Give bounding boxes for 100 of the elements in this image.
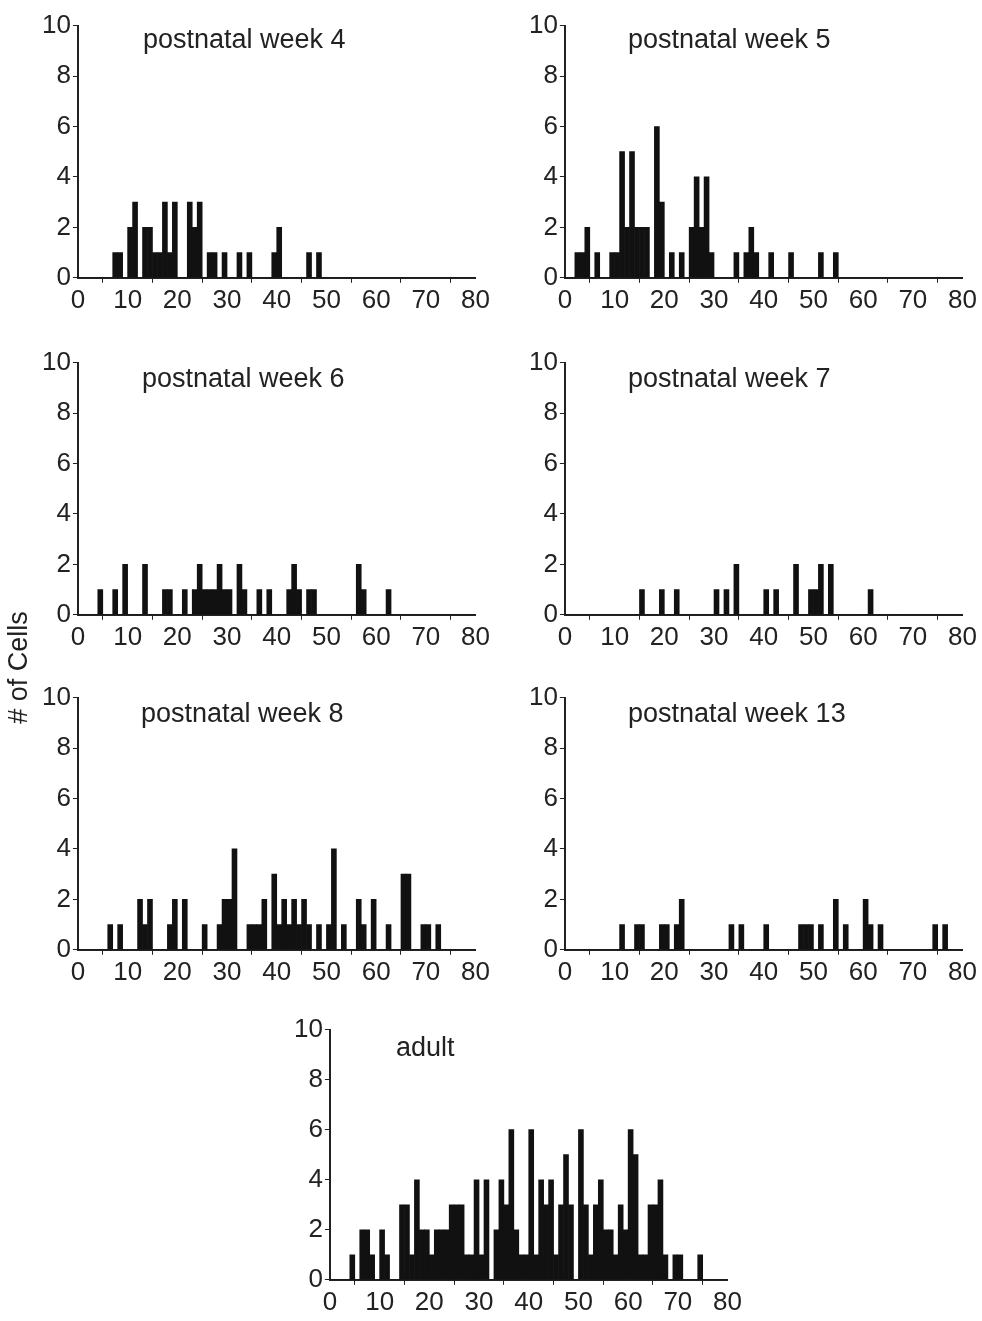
chart-title: postnatal week 7 — [628, 363, 831, 394]
y-tick-label: 0 — [56, 932, 71, 963]
x-tick-label: 20 — [649, 620, 679, 651]
x-tick-label: 50 — [798, 283, 828, 314]
y-tick-label: 8 — [543, 731, 558, 762]
x-tick-label: 70 — [411, 620, 441, 651]
y-tick-label: 8 — [308, 1062, 323, 1093]
x-tick-label: 70 — [663, 1285, 693, 1316]
y-tick-label: 2 — [308, 1212, 323, 1243]
x-tick-label: 80 — [948, 283, 977, 314]
x-tick-label: 80 — [461, 955, 490, 986]
y-tick-label: 6 — [543, 446, 558, 477]
x-tick-label: 30 — [699, 283, 729, 314]
y-tick-label: 8 — [543, 59, 558, 90]
x-tick-label: 10 — [113, 620, 143, 651]
x-tick-label: 70 — [898, 620, 928, 651]
y-tick-label: 0 — [543, 932, 558, 963]
y-tick-label: 4 — [543, 497, 558, 528]
x-tick-label: 50 — [798, 955, 828, 986]
y-tick-label: 8 — [56, 731, 71, 762]
y-tick-label: 4 — [56, 832, 71, 863]
y-tick-label: 0 — [308, 1262, 323, 1293]
x-tick-label: 10 — [600, 955, 630, 986]
y-tick-label: 0 — [56, 260, 71, 291]
y-axis-title: # of Cells — [2, 610, 34, 724]
y-tick-label: 6 — [56, 109, 71, 140]
x-tick-label: 20 — [162, 283, 192, 314]
y-tick-label: 6 — [308, 1112, 323, 1143]
x-tick-label: 10 — [365, 1285, 395, 1316]
y-tick-label: 8 — [56, 59, 71, 90]
y-tick-label: 6 — [543, 109, 558, 140]
chart-title: postnatal week 13 — [628, 698, 846, 729]
chart-title: postnatal week 4 — [143, 24, 346, 55]
x-tick-label: 30 — [212, 955, 242, 986]
x-tick-label: 50 — [311, 955, 341, 986]
y-tick-label: 8 — [56, 396, 71, 427]
y-tick-label: 2 — [543, 210, 558, 241]
x-tick-label: 70 — [411, 955, 441, 986]
x-tick-label: 50 — [798, 620, 828, 651]
x-tick-label: 80 — [461, 620, 490, 651]
x-tick-label: 40 — [262, 283, 292, 314]
y-tick-label: 10 — [529, 680, 558, 711]
x-tick-label: 40 — [514, 1285, 544, 1316]
y-tick-label: 10 — [529, 8, 558, 39]
x-tick-label: 40 — [749, 283, 779, 314]
y-tick-label: 10 — [294, 1012, 323, 1043]
x-tick-label: 60 — [361, 283, 391, 314]
x-tick-label: 20 — [414, 1285, 444, 1316]
x-tick-label: 80 — [948, 955, 977, 986]
y-tick-label: 2 — [543, 882, 558, 913]
y-tick-label: 2 — [56, 547, 71, 578]
x-tick-label: 70 — [898, 955, 928, 986]
x-tick-label: 30 — [464, 1285, 494, 1316]
x-tick-label: 80 — [461, 283, 490, 314]
y-tick-label: 4 — [56, 497, 71, 528]
y-tick-label: 6 — [56, 446, 71, 477]
x-tick-label: 10 — [113, 283, 143, 314]
y-tick-label: 4 — [56, 160, 71, 191]
x-tick-label: 60 — [848, 620, 878, 651]
chart-title: postnatal week 6 — [142, 363, 345, 394]
chart-title: postnatal week 8 — [141, 698, 344, 729]
x-tick-label: 60 — [361, 620, 391, 651]
x-tick-label: 30 — [212, 620, 242, 651]
x-tick-label: 10 — [600, 620, 630, 651]
y-tick-label: 2 — [56, 210, 71, 241]
x-tick-label: 40 — [749, 955, 779, 986]
x-tick-label: 60 — [361, 955, 391, 986]
x-tick-label: 20 — [162, 620, 192, 651]
y-tick-label: 8 — [543, 396, 558, 427]
x-tick-label: 20 — [649, 955, 679, 986]
y-tick-label: 10 — [529, 345, 558, 376]
y-tick-label: 6 — [56, 781, 71, 812]
y-tick-label: 10 — [42, 345, 71, 376]
x-tick-label: 80 — [713, 1285, 742, 1316]
x-tick-label: 60 — [848, 283, 878, 314]
x-tick-label: 50 — [563, 1285, 593, 1316]
x-tick-label: 50 — [311, 620, 341, 651]
x-tick-label: 50 — [311, 283, 341, 314]
x-tick-label: 10 — [600, 283, 630, 314]
y-tick-label: 10 — [42, 680, 71, 711]
x-tick-label: 30 — [699, 620, 729, 651]
y-tick-label: 4 — [543, 832, 558, 863]
y-tick-label: 10 — [42, 8, 71, 39]
y-tick-label: 2 — [543, 547, 558, 578]
x-tick-label: 30 — [699, 955, 729, 986]
x-tick-label: 30 — [212, 283, 242, 314]
x-tick-label: 70 — [411, 283, 441, 314]
y-tick-label: 0 — [543, 597, 558, 628]
y-tick-label: 0 — [543, 260, 558, 291]
y-tick-label: 4 — [543, 160, 558, 191]
y-tick-label: 4 — [308, 1162, 323, 1193]
x-tick-label: 80 — [948, 620, 977, 651]
x-tick-label: 40 — [749, 620, 779, 651]
x-tick-label: 20 — [162, 955, 192, 986]
y-tick-label: 2 — [56, 882, 71, 913]
y-tick-label: 6 — [543, 781, 558, 812]
x-tick-label: 40 — [262, 620, 292, 651]
x-tick-label: 20 — [649, 283, 679, 314]
x-tick-label: 40 — [262, 955, 292, 986]
chart-title: postnatal week 5 — [628, 24, 831, 55]
